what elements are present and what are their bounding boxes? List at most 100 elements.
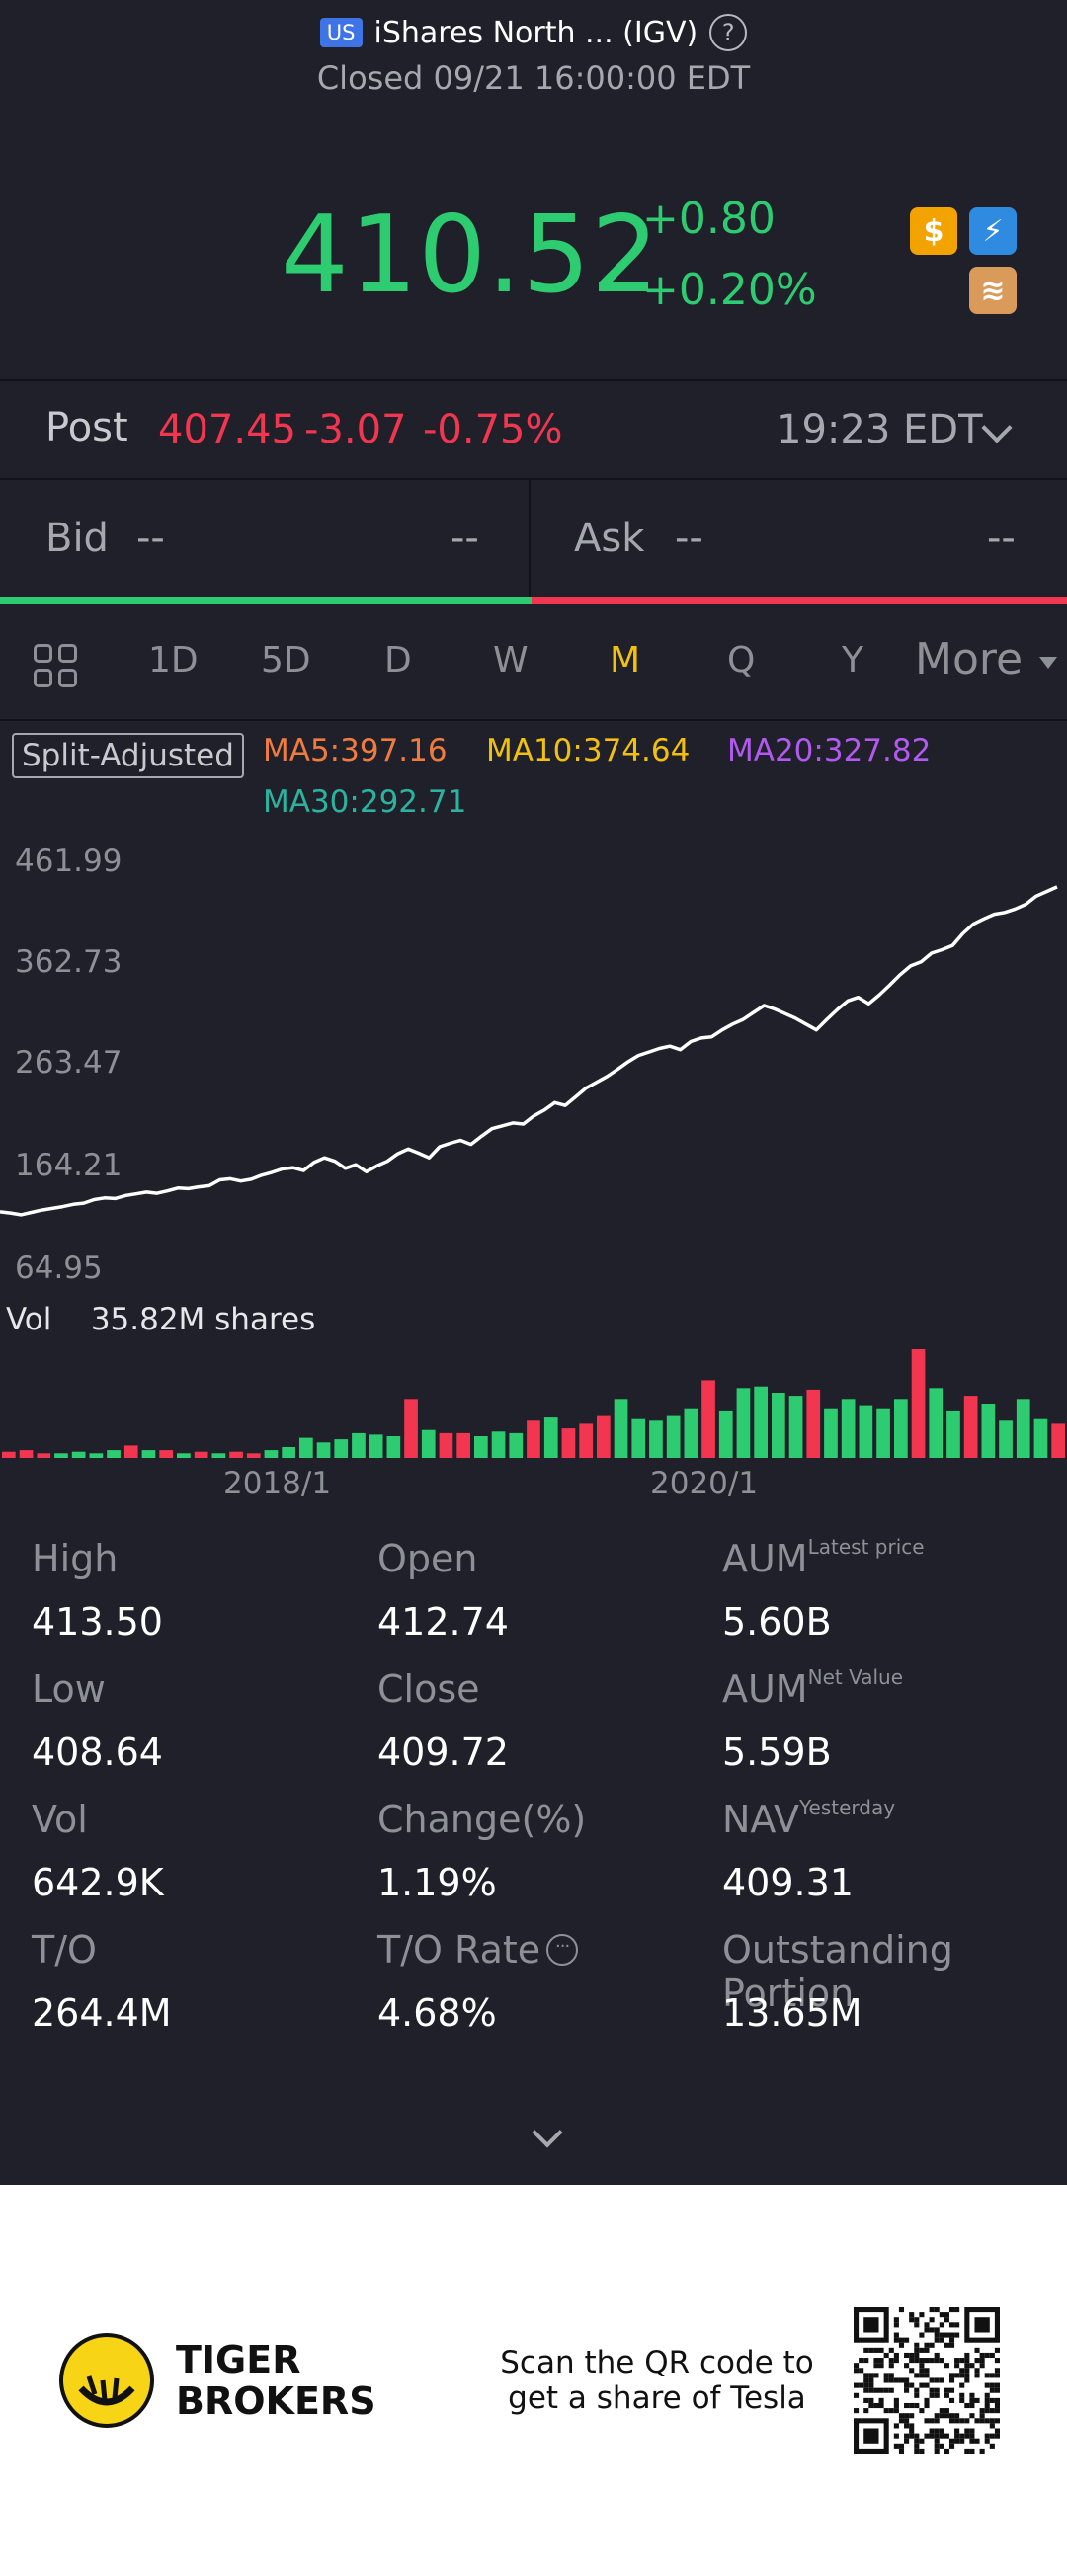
book-icon[interactable]: ≋	[969, 267, 1017, 314]
stock-title[interactable]: iShares North ... (IGV)	[373, 15, 698, 50]
header-title-row: US iShares North ... (IGV) ?	[0, 14, 1067, 51]
stat-value: 409.72	[377, 1731, 509, 1774]
stat-label: AUMLatest price	[722, 1535, 925, 1580]
help-icon[interactable]: ?	[709, 14, 748, 51]
x-axis-label: 2020/1	[650, 1466, 759, 1501]
volume-bar	[439, 1432, 453, 1458]
stat-label-text: Vol	[32, 1798, 88, 1841]
stat-label: NAVYesterday	[722, 1796, 895, 1841]
brand-line2: BROKERS	[176, 2379, 376, 2423]
market-status: Closed 09/21 16:00:00 EDT	[316, 59, 751, 97]
volume-bar	[911, 1349, 926, 1458]
volume-bar-chart[interactable]	[0, 1333, 1067, 1460]
volume-bar	[614, 1399, 628, 1458]
volume-bar	[89, 1453, 104, 1458]
volume-bar	[1033, 1418, 1048, 1458]
period-tabs: 1D 5D D W M Q Y More	[0, 604, 1067, 721]
stat-value: 1.19%	[377, 1861, 497, 1904]
volume-bar	[159, 1450, 173, 1458]
volume-bar	[1051, 1423, 1065, 1458]
stat-value: 412.74	[377, 1600, 509, 1644]
stat-value: 409.31	[722, 1861, 854, 1904]
tab-m[interactable]: M	[610, 640, 641, 681]
divider	[529, 480, 531, 599]
stat-label-text: Low	[32, 1667, 106, 1711]
tab-y[interactable]: Y	[842, 640, 863, 681]
volume-bar	[701, 1380, 715, 1458]
split-adjusted-toggle[interactable]: Split-Adjusted	[12, 733, 244, 778]
ask-strength-bar	[532, 597, 1067, 604]
stat-label-text: AUM	[722, 1537, 808, 1580]
volume-bar	[527, 1420, 540, 1458]
volume-bar	[718, 1410, 733, 1458]
caret-down-icon[interactable]	[1039, 657, 1057, 669]
bid-strength-bar	[0, 597, 532, 604]
stat-label-sup: Latest price	[807, 1535, 925, 1559]
flash-icon[interactable]: ⚡	[969, 207, 1017, 255]
ma20-label: MA20:327.82	[727, 733, 932, 768]
x-axis-label: 2018/1	[223, 1466, 332, 1501]
tab-d[interactable]: D	[384, 640, 412, 681]
volume-bar	[841, 1399, 856, 1458]
volume-bar	[491, 1431, 506, 1458]
volume-bar	[19, 1450, 34, 1458]
volume-bar	[649, 1420, 663, 1458]
stat-label-text: Outstanding Portion	[722, 1928, 953, 2015]
volume-bar	[404, 1399, 418, 1458]
volume-bar	[71, 1451, 86, 1458]
volume-bar	[579, 1423, 593, 1458]
post-change-pct: -0.75%	[423, 407, 563, 452]
qr-code	[854, 2307, 1000, 2454]
ask-label: Ask	[574, 516, 645, 561]
stat-value: 5.60B	[722, 1600, 832, 1644]
volume-bar	[543, 1417, 558, 1458]
price-line-chart[interactable]	[0, 830, 1067, 1264]
scan-line1: Scan the QR code to	[500, 2345, 814, 2380]
stat-label-sup: Net Value	[807, 1665, 903, 1689]
dollar-icon[interactable]: $	[910, 207, 957, 255]
ma5-label: MA5:397.16	[263, 733, 448, 768]
more-info-icon[interactable]: ···	[546, 1933, 579, 1966]
stat-label-text: Open	[377, 1537, 478, 1580]
volume-bar	[474, 1436, 488, 1458]
brand-line1: TIGER	[176, 2338, 301, 2381]
volume-bar	[316, 1442, 331, 1458]
chevron-down-icon[interactable]	[981, 412, 1013, 443]
stat-label: Close	[377, 1667, 480, 1711]
volume-bar	[352, 1432, 366, 1458]
layout-grid-icon[interactable]	[34, 644, 79, 689]
tab-more[interactable]: More	[915, 634, 1024, 684]
stat-label: Change(%)	[377, 1798, 586, 1841]
stat-label: T/O Rate ···	[377, 1928, 579, 1972]
tab-1d[interactable]: 1D	[148, 640, 199, 681]
volume-bar	[754, 1386, 768, 1458]
volume-bar	[421, 1429, 436, 1458]
stat-value: 4.68%	[377, 1991, 497, 2035]
stat-label-text: High	[32, 1537, 119, 1580]
post-market-row[interactable]: Post 407.45 -3.07 -0.75% 19:23 EDT	[0, 381, 1067, 478]
volume-bar	[597, 1415, 611, 1458]
volume-bar	[824, 1408, 838, 1458]
tab-5d[interactable]: 5D	[261, 640, 311, 681]
y-axis-label: 164.21	[15, 1148, 123, 1183]
volume-bar	[37, 1453, 51, 1458]
volume-bar	[264, 1450, 279, 1458]
bid-size: --	[451, 516, 479, 561]
ask-panel: Ask -- --	[531, 480, 1067, 599]
divider	[0, 478, 1067, 480]
volume-bar	[772, 1393, 785, 1458]
tab-w[interactable]: W	[493, 640, 529, 681]
volume-bar	[229, 1451, 243, 1458]
stat-value: 264.4M	[32, 1991, 172, 2035]
bid-panel: Bid -- --	[0, 480, 529, 599]
y-axis-label: 263.47	[15, 1045, 123, 1081]
stat-value: 408.64	[32, 1731, 163, 1774]
scan-line2: get a share of Tesla	[508, 2380, 806, 2416]
stat-value: 13.65M	[722, 1991, 862, 2035]
stat-label-text: Change(%)	[377, 1798, 587, 1841]
volume-bar	[666, 1415, 681, 1458]
market-badge: US	[319, 18, 363, 47]
tab-q[interactable]: Q	[727, 640, 756, 681]
volume-bar	[177, 1453, 191, 1458]
tiger-logo	[59, 2333, 154, 2428]
